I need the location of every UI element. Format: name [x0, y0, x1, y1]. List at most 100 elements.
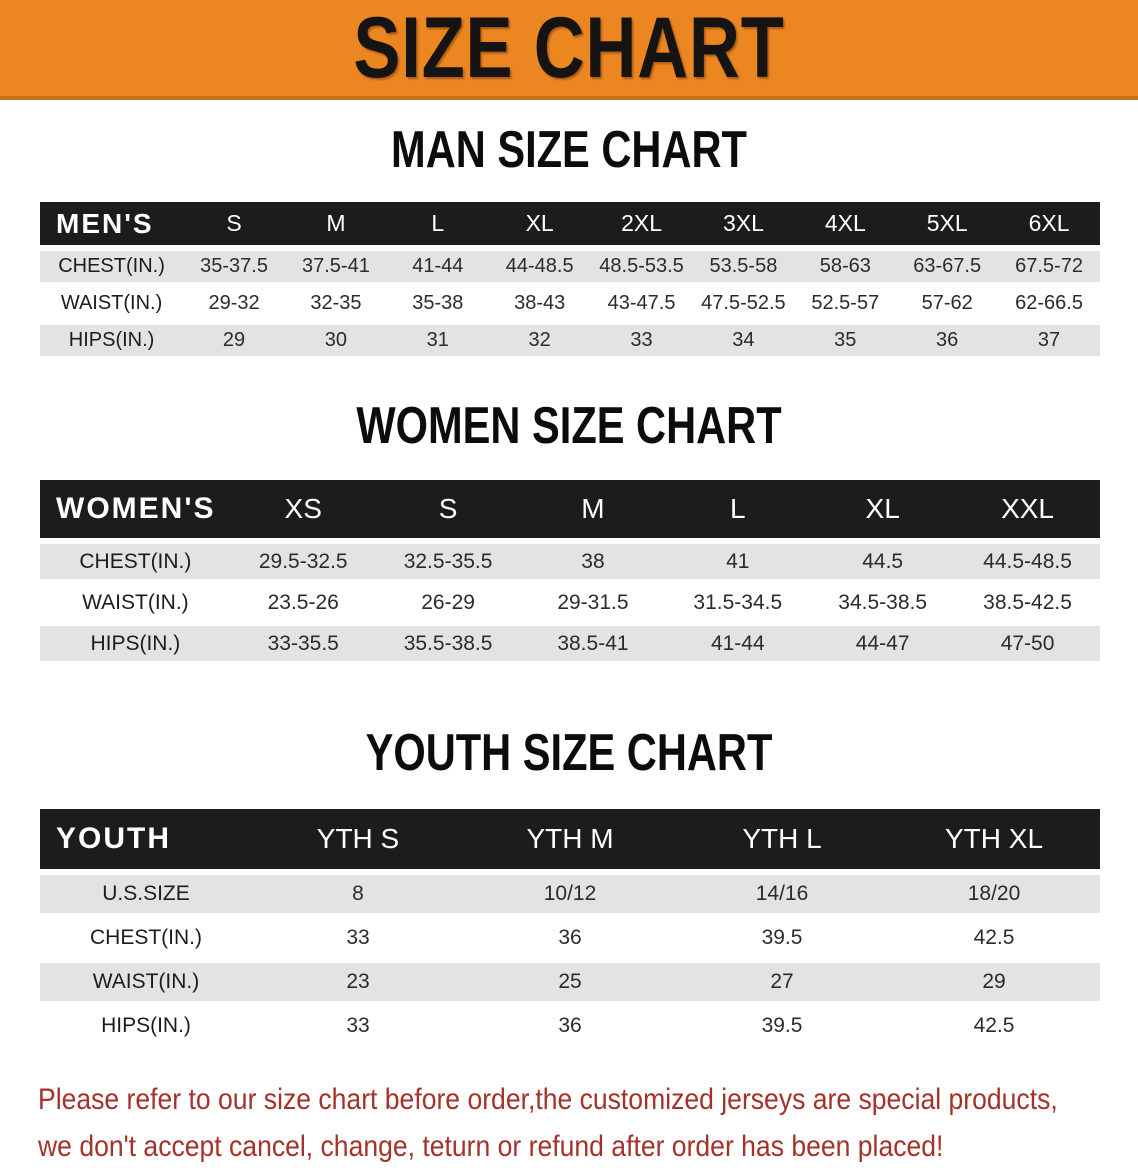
size-value: 53.5-58 [692, 251, 795, 282]
size-value: 29 [888, 963, 1100, 1001]
size-value: 29.5-32.5 [230, 544, 376, 579]
row-label: WAIST(IN.) [40, 585, 231, 620]
size-value: 38.5-42.5 [955, 585, 1100, 620]
row-label: CHEST(IN.) [40, 251, 184, 282]
size-value: 39.5 [676, 919, 888, 957]
size-value: 35-37.5 [183, 251, 285, 282]
size-value: 44-47 [810, 626, 956, 661]
size-chart-banner: SIZE CHART [0, 0, 1138, 100]
size-value: 58-63 [794, 251, 897, 282]
row-label: WAIST(IN.) [40, 288, 184, 319]
row-label: WAIST(IN.) [40, 963, 252, 1001]
size-value: 23.5-26 [230, 585, 376, 620]
size-value: 33 [590, 325, 693, 356]
row-label: U.S.SIZE [40, 875, 252, 913]
size-value: 32-35 [284, 288, 387, 319]
size-value: 44-48.5 [488, 251, 591, 282]
row-label: HIPS(IN.) [40, 325, 184, 356]
disclaimer-line-1: Please refer to our size chart before or… [38, 1083, 1058, 1116]
size-value: 63-67.5 [896, 251, 999, 282]
table-row: HIPS(IN.) 33-35.5 35.5-38.5 38.5-41 41-44 44-… [40, 626, 1100, 661]
row-label: HIPS(IN.) [40, 626, 231, 661]
size-value: 47-50 [955, 626, 1100, 661]
women-chart-title: WOMEN SIZE CHART [356, 397, 782, 455]
women-size-section: WOMEN SIZE CHART WOMEN'S XS S M L XL XXL CHEST(… [0, 396, 1138, 667]
size-value: 10/12 [464, 875, 676, 913]
size-column-header: 5XL [896, 202, 999, 245]
size-value: 36 [464, 919, 676, 957]
size-value: 29 [183, 325, 285, 356]
size-value: 62-66.5 [998, 288, 1100, 319]
size-value: 44.5-48.5 [955, 544, 1100, 579]
man-size-table: MEN'S S M L XL 2XL 3XL 4XL 5XL 6XL CHEST(IN.) 35-37… [40, 196, 1100, 362]
table-corner-label: YOUTH [40, 809, 252, 869]
size-value: 36 [896, 325, 999, 356]
row-label: CHEST(IN.) [40, 919, 252, 957]
size-value: 39.5 [676, 1007, 888, 1045]
size-value: 36 [464, 1007, 676, 1045]
table-row: HIPS(IN.) 33 36 39.5 42.5 [40, 1007, 1100, 1045]
size-value: 37 [998, 325, 1100, 356]
size-column-header: S [375, 480, 521, 538]
size-column-header: XS [230, 480, 376, 538]
table-header-row: MEN'S S M L XL 2XL 3XL 4XL 5XL 6XL [40, 202, 1100, 245]
size-column-header: L [386, 202, 489, 245]
table-row: WAIST(IN.) 23 25 27 29 [40, 963, 1100, 1001]
size-value: 18/20 [888, 875, 1100, 913]
size-value: 31 [386, 325, 489, 356]
banner-title: SIZE CHART [353, 0, 785, 96]
table-row: WAIST(IN.) 29-32 32-35 35-38 38-43 43-47.5 47.… [40, 288, 1100, 319]
size-value: 27 [676, 963, 888, 1001]
size-column-header: YTH S [252, 809, 464, 869]
youth-size-section: YOUTH SIZE CHART YOUTH YTH S YTH M YTH L YTH… [0, 723, 1138, 1051]
size-value: 44.5 [810, 544, 956, 579]
size-value: 38-43 [488, 288, 591, 319]
size-value: 14/16 [676, 875, 888, 913]
size-value: 34.5-38.5 [810, 585, 956, 620]
youth-size-table: YOUTH YTH S YTH M YTH L YTH XL U.S.SIZE 8 10/12… [40, 803, 1100, 1051]
row-label: HIPS(IN.) [40, 1007, 252, 1045]
size-column-header: YTH M [464, 809, 676, 869]
size-value: 31.5-34.5 [665, 585, 811, 620]
size-value: 33 [252, 919, 464, 957]
man-size-section: MAN SIZE CHART MEN'S S M L XL 2XL 3XL 4XL 5XL 6XL… [0, 120, 1138, 362]
size-value: 41-44 [386, 251, 489, 282]
table-row: CHEST(IN.) 33 36 39.5 42.5 [40, 919, 1100, 957]
size-column-header: S [183, 202, 285, 245]
size-value: 23 [252, 963, 464, 1001]
size-value: 57-62 [896, 288, 999, 319]
size-value: 41-44 [665, 626, 811, 661]
size-value: 32 [488, 325, 591, 356]
size-value: 67.5-72 [998, 251, 1100, 282]
size-value: 33-35.5 [230, 626, 376, 661]
table-corner-label: WOMEN'S [40, 480, 231, 538]
size-value: 48.5-53.5 [590, 251, 693, 282]
size-column-header: 4XL [794, 202, 897, 245]
size-value: 47.5-52.5 [692, 288, 795, 319]
size-column-header: 2XL [590, 202, 693, 245]
size-value: 34 [692, 325, 795, 356]
size-value: 38 [520, 544, 666, 579]
size-value: 35-38 [386, 288, 489, 319]
youth-chart-title: YOUTH SIZE CHART [365, 724, 773, 782]
table-row: HIPS(IN.) 29 30 31 32 33 34 35 36 37 [40, 325, 1100, 356]
size-column-header: XL [488, 202, 591, 245]
size-value: 43-47.5 [590, 288, 693, 319]
disclaimer-text: Please refer to our size chart before or… [38, 1077, 1058, 1170]
women-size-table: WOMEN'S XS S M L XL XXL CHEST(IN.) 29.5-32.5 32.5… [40, 474, 1100, 667]
table-row: CHEST(IN.) 35-37.5 37.5-41 41-44 44-48.5 48.5… [40, 251, 1100, 282]
size-column-header: L [665, 480, 811, 538]
size-column-header: 6XL [998, 202, 1100, 245]
size-value: 8 [252, 875, 464, 913]
size-value: 42.5 [888, 919, 1100, 957]
size-value: 37.5-41 [284, 251, 387, 282]
size-value: 26-29 [375, 585, 521, 620]
table-row: WAIST(IN.) 23.5-26 26-29 29-31.5 31.5-34.5 34… [40, 585, 1100, 620]
table-header-row: WOMEN'S XS S M L XL XXL [40, 480, 1100, 538]
size-column-header: M [284, 202, 387, 245]
disclaimer-line-2: we don't accept cancel, change, teturn o… [38, 1129, 944, 1163]
size-value: 52.5-57 [794, 288, 897, 319]
size-value: 33 [252, 1007, 464, 1045]
size-value: 30 [284, 325, 387, 356]
size-value: 41 [665, 544, 811, 579]
